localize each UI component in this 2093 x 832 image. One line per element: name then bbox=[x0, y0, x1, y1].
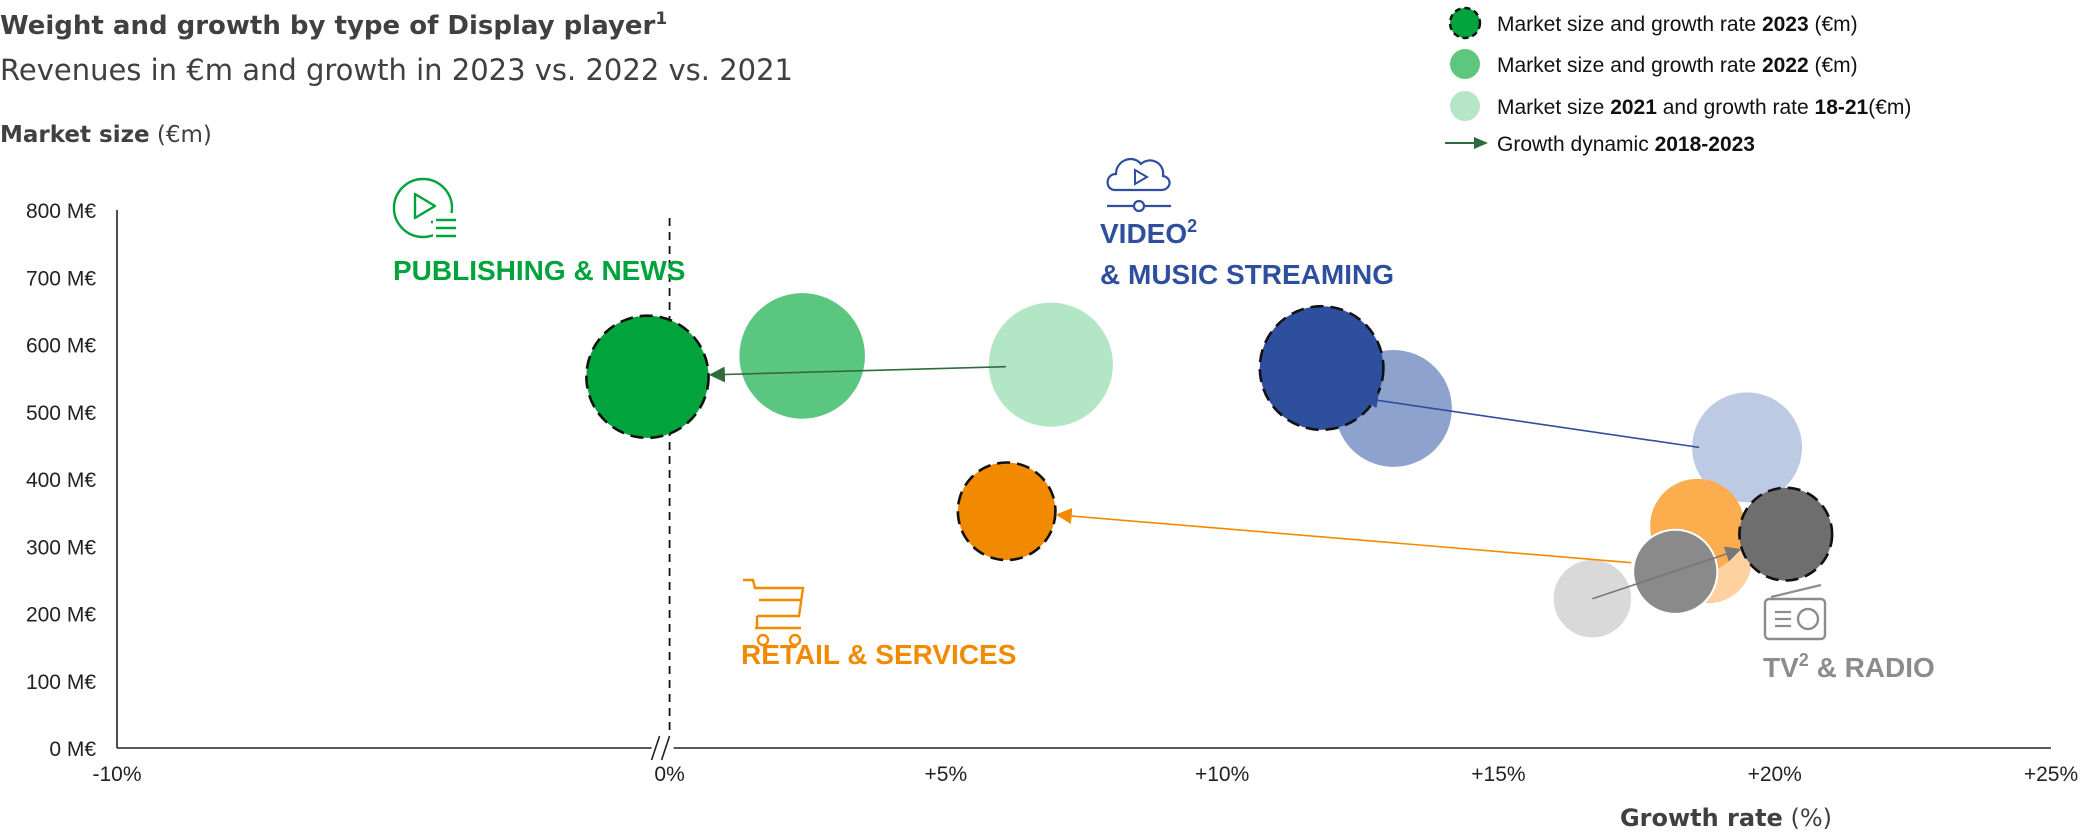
bubble-publishing-2023 bbox=[585, 314, 710, 440]
y-tick-label: 500 M€ bbox=[26, 402, 96, 425]
legend-marker-2023 bbox=[1448, 6, 1482, 40]
x-tick-label: +15% bbox=[1471, 763, 1525, 786]
bubble-video-2021 bbox=[1692, 392, 1803, 503]
category-label-retail: RETAIL & SERVICES bbox=[741, 639, 1016, 670]
category-label-tv: TV2 & RADIO bbox=[1763, 650, 1935, 683]
growth-arrow-tv bbox=[1592, 546, 1742, 600]
y-tick-label: 400 M€ bbox=[26, 469, 96, 492]
y-tick-label: 200 M€ bbox=[26, 604, 96, 627]
category-label-video: VIDEO2 bbox=[1100, 216, 1197, 249]
y-tick-label: 600 M€ bbox=[26, 335, 96, 358]
axes bbox=[116, 210, 2051, 749]
axis-break-slash bbox=[660, 735, 671, 761]
growth-arrows bbox=[708, 365, 1742, 600]
play-list-icon bbox=[392, 177, 459, 239]
bubble-tv-2023 bbox=[1738, 486, 1834, 582]
bubbles bbox=[585, 293, 1834, 638]
legend-marker-2022 bbox=[1450, 49, 1480, 79]
category-label-video-line2: & MUSIC STREAMING bbox=[1100, 259, 1394, 290]
bubble-publishing-2021 bbox=[988, 302, 1113, 427]
axis-break-mark bbox=[650, 735, 674, 761]
y-tick-label: 100 M€ bbox=[26, 671, 96, 694]
legend: Market size and growth rate 2023 (€m) Ma… bbox=[1445, 6, 1911, 156]
chart-title: Weight and growth by type of Display pla… bbox=[0, 9, 667, 41]
y-axis-label: Market size (€m) bbox=[0, 122, 212, 148]
x-tick-label: +20% bbox=[1748, 763, 1802, 786]
y-tick-label: 800 M€ bbox=[26, 200, 96, 223]
legend-label-2022: Market size and growth rate 2022 (€m) bbox=[1497, 54, 1858, 77]
legend-arrow-head bbox=[1474, 137, 1488, 149]
bubble-publishing-2022 bbox=[739, 293, 865, 419]
growth-arrow-publishing bbox=[708, 365, 1006, 383]
bubble-retail-2023 bbox=[956, 461, 1057, 562]
axis-break-slash bbox=[650, 735, 661, 761]
legend-label-2021: Market size 2021 and growth rate 18-21(€… bbox=[1497, 96, 1911, 119]
y-ticks: 0 M€ 100 M€ 200 M€ 300 M€ 400 M€ 500 M€ 600 M€… bbox=[26, 200, 96, 761]
x-ticks: -10% 0% +5% +10% +15% +20% +25% bbox=[92, 763, 2078, 786]
x-tick-label: +5% bbox=[925, 763, 968, 786]
legend-label-growth: Growth dynamic 2018-2023 bbox=[1497, 133, 1755, 156]
growth-arrow-video bbox=[1361, 392, 1700, 449]
y-tick-label: 0 M€ bbox=[49, 738, 96, 761]
x-tick-label: -10% bbox=[92, 763, 141, 786]
y-tick-label: 700 M€ bbox=[26, 267, 96, 290]
legend-marker-2021 bbox=[1450, 91, 1480, 121]
y-tick-label: 300 M€ bbox=[26, 536, 96, 559]
cloud-video-icon bbox=[1106, 157, 1171, 213]
x-tick-label: +25% bbox=[2024, 763, 2078, 786]
shopping-cart-icon bbox=[743, 578, 805, 647]
category-label-publishing: PUBLISHING & NEWS bbox=[393, 255, 685, 286]
x-tick-label: +10% bbox=[1195, 763, 1249, 786]
radio-icon bbox=[1763, 583, 1827, 641]
x-tick-label: 0% bbox=[654, 763, 684, 786]
bubble-video-2023 bbox=[1258, 304, 1385, 432]
x-axis-label: Growth rate (%) bbox=[1620, 804, 1832, 832]
legend-label-2023: Market size and growth rate 2023 (€m) bbox=[1497, 13, 1858, 36]
growth-arrow-retail bbox=[1055, 508, 1632, 564]
chart-subtitle: Revenues in €m and growth in 2023 vs. 20… bbox=[0, 53, 793, 87]
